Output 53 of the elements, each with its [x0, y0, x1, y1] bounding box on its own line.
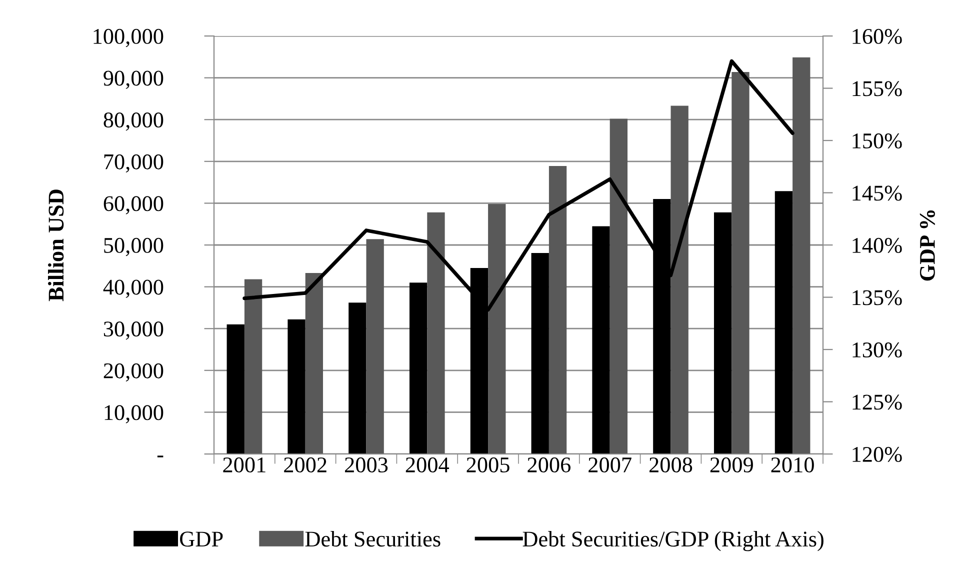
legend-label: Debt Securities/GDP (Right Axis) — [522, 530, 824, 552]
bar — [670, 106, 688, 454]
y2-tick-label: 130% — [852, 342, 902, 358]
x-tick-label: 2008 — [650, 457, 692, 472]
x-tick-label: 2001 — [223, 457, 266, 472]
y2-tick-label: 145% — [852, 186, 902, 201]
bar — [427, 212, 445, 454]
x-tick-label: 2007 — [588, 457, 632, 472]
legend-label: GDP — [180, 532, 223, 547]
y2-tick-label: 160% — [852, 28, 902, 44]
bar — [288, 319, 306, 454]
y-tick-label: 10,000 — [104, 405, 164, 424]
bar — [531, 252, 549, 454]
y2-tick-label: 155% — [852, 81, 902, 96]
y2-tick-label: 140% — [852, 238, 902, 253]
bar — [244, 279, 262, 454]
bar — [226, 324, 244, 454]
y-tick-label: 60,000 — [104, 196, 164, 214]
x-tick-label: 2005 — [466, 457, 510, 472]
bar — [732, 72, 750, 454]
bar — [488, 204, 506, 454]
x-tick-label: 2010 — [771, 457, 814, 472]
y-tick-label: 90,000 — [104, 70, 164, 89]
x-tick-label: 2009 — [710, 457, 753, 472]
y2-tick-label: 135% — [852, 290, 902, 306]
y-tick-label: - — [157, 456, 164, 458]
y2-tick-label: 150% — [852, 133, 902, 148]
x-tick-label: 2006 — [528, 457, 571, 472]
bar — [592, 226, 610, 454]
bar — [610, 118, 628, 454]
y-tick-label: 100,000 — [94, 28, 164, 48]
y-tick-label: 50,000 — [104, 238, 164, 256]
bar — [548, 166, 567, 454]
y-axis-title: Billion USD — [48, 190, 64, 302]
y-tick-label: 20,000 — [104, 363, 164, 382]
bar — [792, 57, 810, 454]
x-tick-label: 2004 — [406, 457, 450, 472]
y-tick-label: 40,000 — [103, 280, 164, 298]
bar — [774, 191, 793, 454]
x-tick-label: 2003 — [345, 457, 388, 472]
y-tick-label: 80,000 — [104, 112, 164, 131]
bar — [348, 302, 366, 454]
y-tick-label: 70,000 — [104, 154, 164, 173]
y-tick-label: 30,000 — [104, 322, 164, 340]
y2-tick-label: 125% — [852, 394, 902, 410]
bar — [366, 239, 384, 454]
bar — [409, 282, 428, 454]
y2-axis-title: GDP % — [920, 210, 935, 281]
bar — [305, 273, 324, 454]
bar — [714, 212, 732, 454]
legend-label: Debt Securities — [305, 530, 440, 547]
x-tick-label: 2002 — [284, 457, 326, 472]
y2-tick-label: 120% — [852, 446, 902, 462]
